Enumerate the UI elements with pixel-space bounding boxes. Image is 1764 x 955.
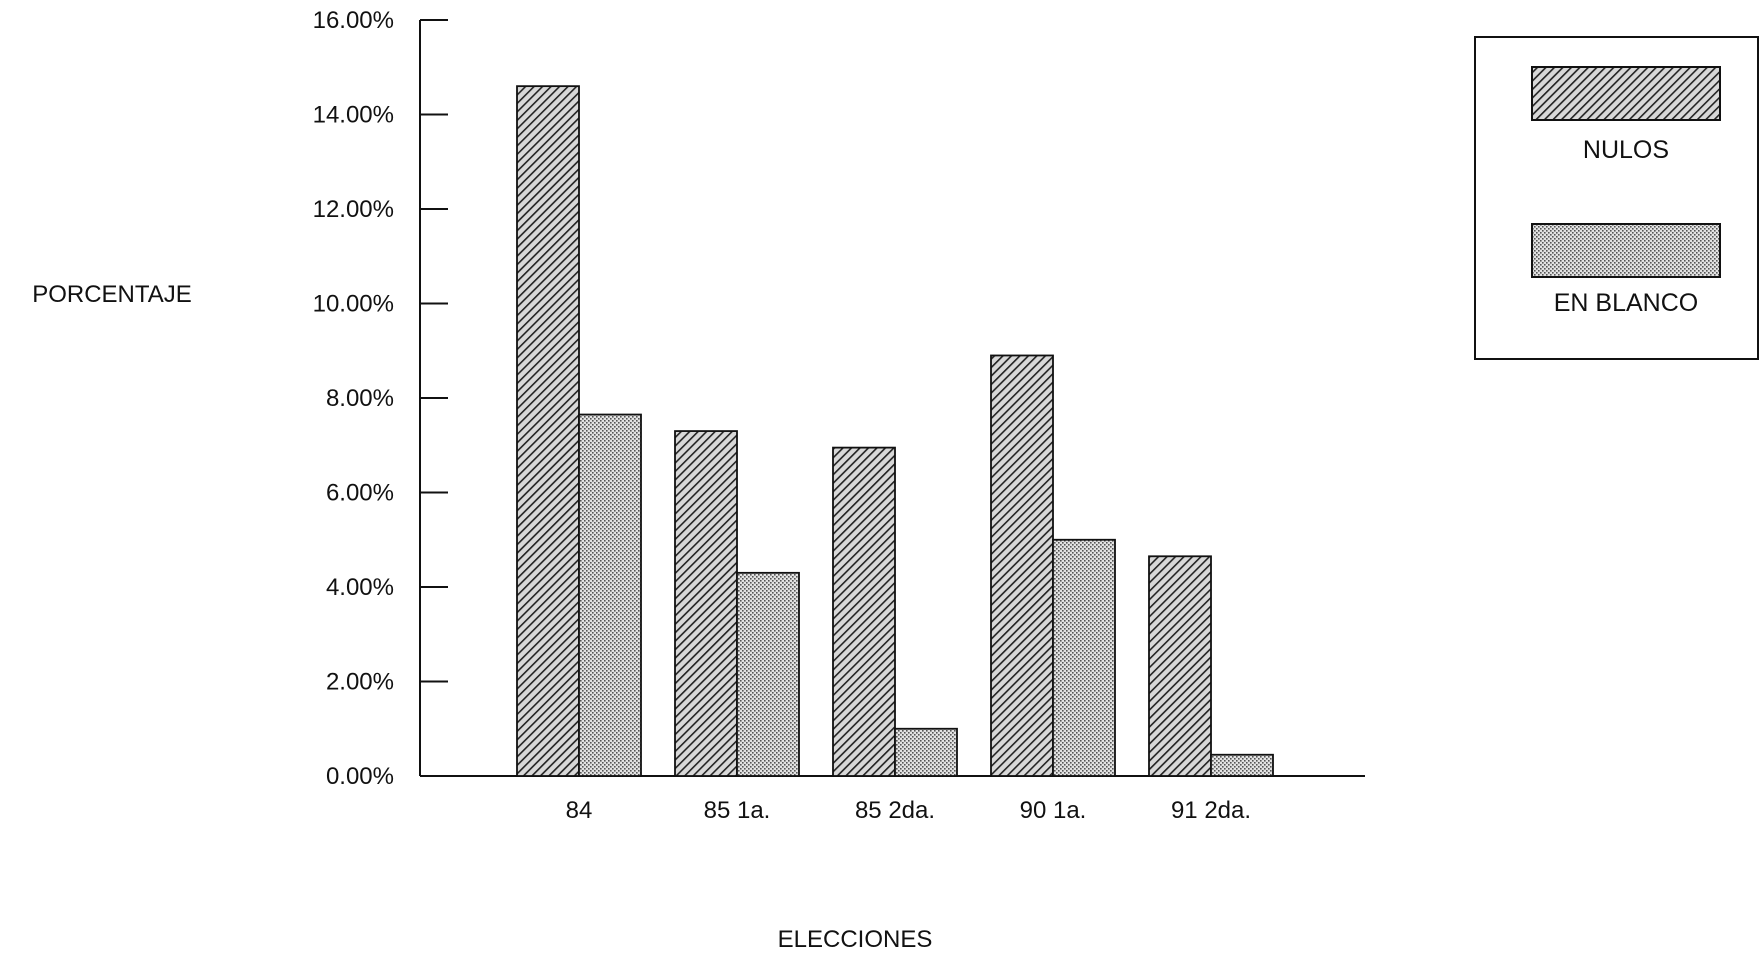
bar-en-blanco bbox=[1052, 538, 1116, 777]
x-tick-label: 85 1a. bbox=[704, 797, 771, 824]
bar-nulos bbox=[674, 430, 738, 777]
bar-nulos bbox=[1148, 555, 1212, 777]
bar-en-blanco bbox=[1210, 753, 1274, 777]
legend: NULOS EN BLANCO bbox=[1474, 36, 1759, 360]
y-tick-label: 2.00% bbox=[326, 669, 394, 696]
y-tick-label: 4.00% bbox=[326, 574, 394, 601]
bar-nulos bbox=[990, 354, 1054, 777]
bar-nulos bbox=[832, 446, 896, 777]
legend-label-en-blanco: EN BLANCO bbox=[1554, 289, 1698, 317]
x-tick-label: 91 2da. bbox=[1171, 797, 1251, 824]
x-tick-label: 84 bbox=[566, 797, 593, 824]
legend-swatch-nulos bbox=[1531, 66, 1721, 121]
bar-en-blanco bbox=[736, 571, 800, 777]
y-tick-label: 10.00% bbox=[313, 291, 394, 318]
y-tick-label: 8.00% bbox=[326, 385, 394, 412]
y-ticks: 0.00% 2.00% 4.00% 6.00% 8.00% 10.00% 12.00% 14.… bbox=[313, 7, 448, 790]
y-axis-title: PORCENTAJE bbox=[32, 281, 192, 308]
bar-en-blanco bbox=[894, 727, 958, 777]
y-tick-label: 14.00% bbox=[313, 102, 394, 129]
x-tick-label: 85 2da. bbox=[855, 797, 935, 824]
bar-en-blanco bbox=[578, 413, 642, 777]
x-tick-label: 90 1a. bbox=[1020, 797, 1087, 824]
bar-nulos bbox=[516, 85, 580, 777]
bars bbox=[516, 85, 1274, 777]
legend-swatch-en-blanco bbox=[1531, 223, 1721, 278]
y-tick-label: 16.00% bbox=[313, 7, 394, 34]
y-tick-label: 6.00% bbox=[326, 480, 394, 507]
legend-label-nulos: NULOS bbox=[1583, 136, 1669, 164]
x-axis-title: ELECCIONES bbox=[778, 926, 933, 953]
y-tick-label: 12.00% bbox=[313, 196, 394, 223]
y-tick-label: 0.00% bbox=[326, 763, 394, 790]
x-tick-labels: 84 85 1a. 85 2da. 90 1a. 91 2da. bbox=[566, 797, 1251, 824]
